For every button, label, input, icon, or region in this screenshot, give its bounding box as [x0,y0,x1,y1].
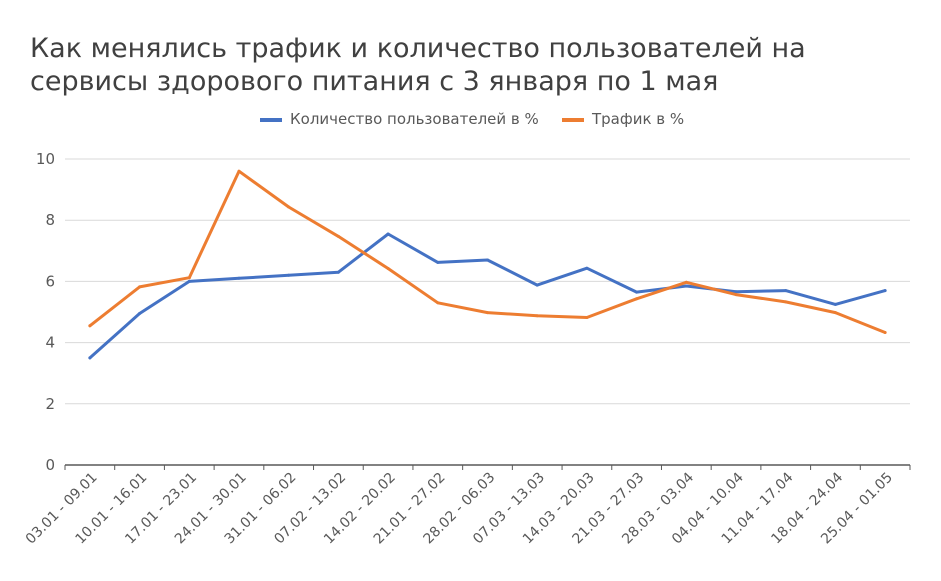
gridlines [65,158,910,405]
y-tick-label: 2 [45,395,55,413]
traffic-data-point [883,331,887,334]
users-data-point [784,289,788,293]
traffic-data-point [287,205,291,209]
traffic-data-point [833,311,837,315]
users-data-point [635,290,639,294]
traffic-data-point [336,234,340,238]
traffic-data-point [386,267,390,270]
traffic-data-point [436,301,440,305]
users-data-point [833,302,837,306]
chart-legend: Количество пользователей в % Трафик в % [0,109,941,131]
users-data-point [436,260,440,264]
users-data-point [486,258,489,262]
users-data-point [287,273,291,277]
traffic-data-point [237,169,241,173]
users-data-point [883,289,887,293]
traffic-data-point [187,276,191,280]
traffic-data-point [585,316,589,319]
legend-swatch-users [260,118,282,122]
legend-label-users: Количество пользователей в % [290,110,539,128]
traffic-data-point [535,314,539,318]
traffic-data-point [684,280,688,284]
y-tick-label: 4 [45,334,55,352]
traffic-data-point [486,311,489,315]
users-data-point [187,279,191,283]
chart-title: Как менялись трафик и количество пользов… [30,33,806,97]
y-tick-label: 0 [45,456,55,474]
legend-swatch-traffic [562,118,584,122]
users-data-point [138,312,142,315]
users-data-point [386,232,390,236]
traffic-data-point [635,297,639,301]
y-tick-label: 10 [36,150,55,168]
series-line-users [88,232,887,360]
users-data-point [237,276,241,280]
users-data-point [734,290,738,294]
traffic-data-point [88,324,92,328]
y-tick-label: 6 [45,272,55,290]
users-data-point [88,356,92,360]
users-data-point [336,270,340,274]
traffic-data-point [138,285,142,289]
traffic-data-point [784,300,788,304]
y-tick-label: 8 [45,211,55,229]
series-lines [88,169,887,360]
users-data-point [585,266,589,270]
traffic-data-point [734,293,738,297]
users-data-point [535,283,539,287]
users-data-point [684,284,688,288]
series-line-traffic [88,169,887,334]
legend-label-traffic: Трафик в % [592,110,685,128]
